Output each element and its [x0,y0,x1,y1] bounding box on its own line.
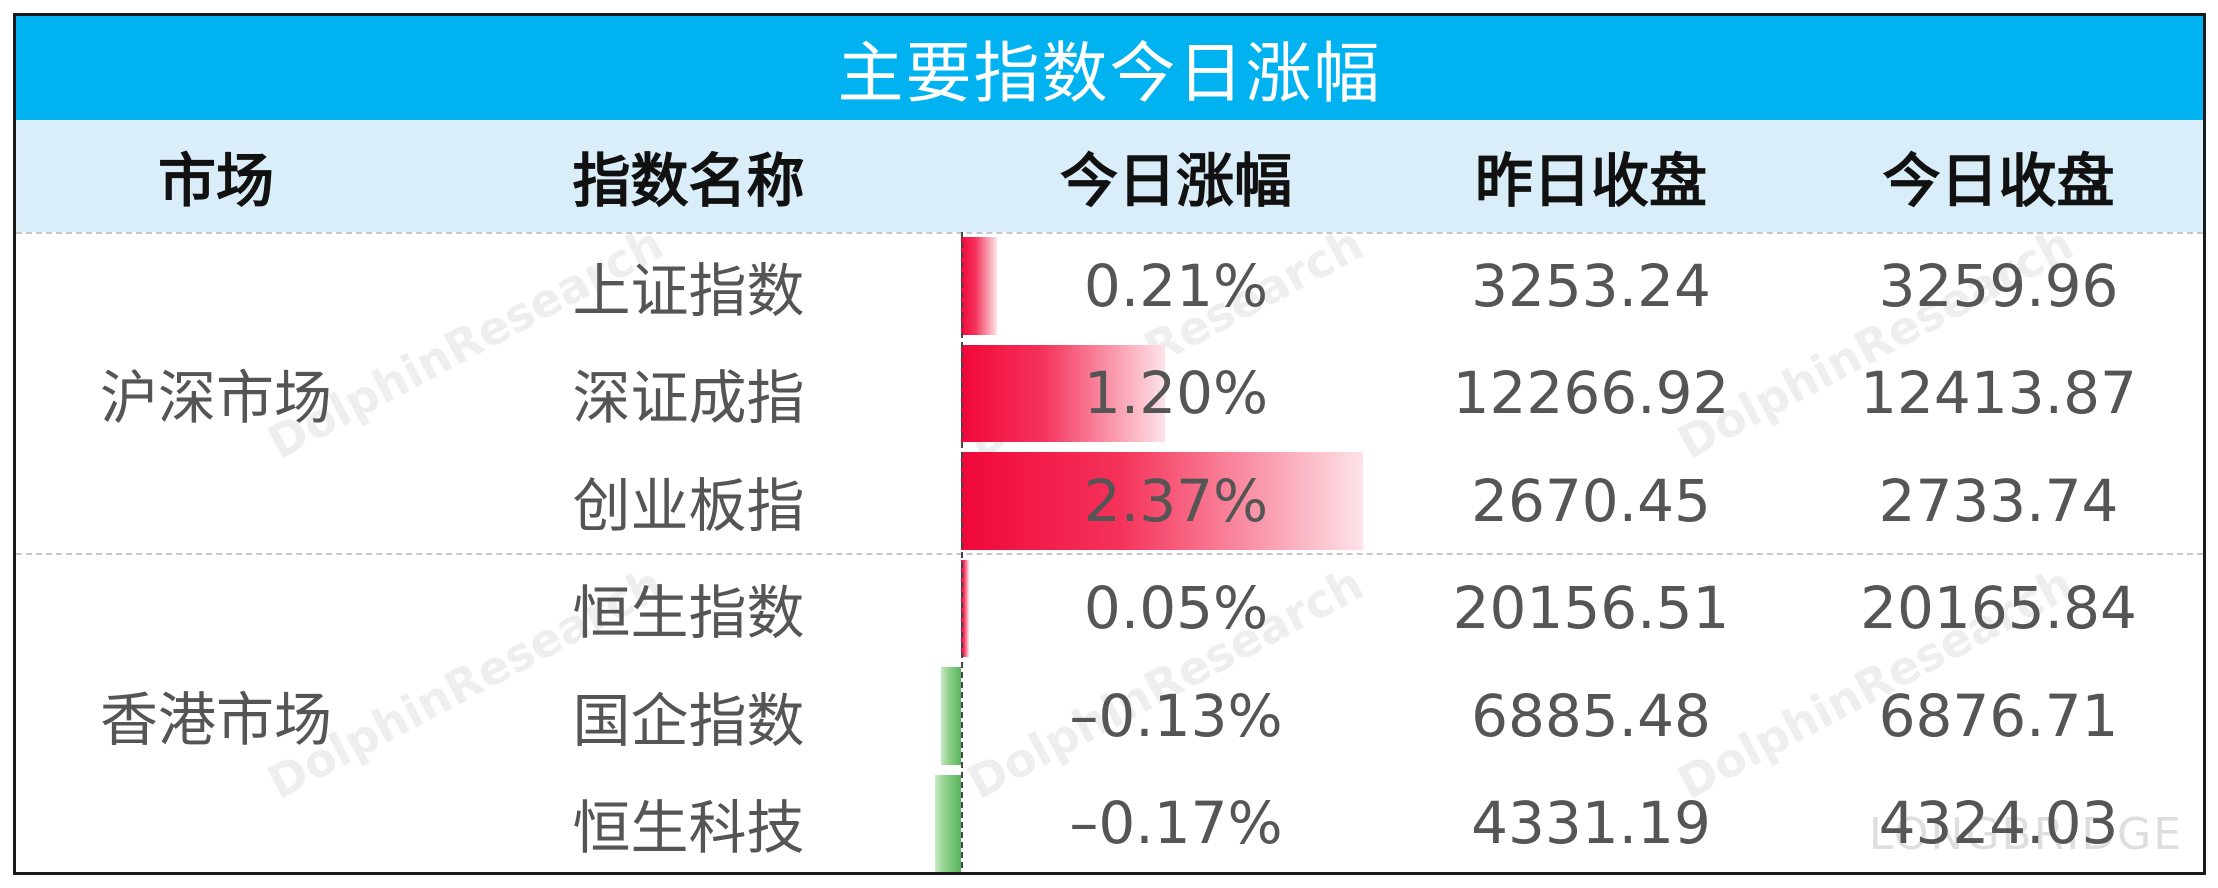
prev-close-cell: 20156.51 [1452,574,1730,643]
prev-close-cell: 12266.92 [1452,359,1730,428]
header-index-name: 指数名称 [572,147,805,215]
today-close-cell: 4324.03 [1878,789,2119,858]
today-close-cell: 3259.96 [1878,251,2119,320]
prev-close-cell: 6885.48 [1471,681,1711,750]
change-bar [961,452,1363,550]
change-cell: –0.13% [1069,681,1283,750]
index-change-table: 主要指数今日涨幅 市场 指数名称 今日涨幅 昨日收盘 今日收盘 DolphinR… [13,13,2206,875]
market-label-shenzhen-shanghai: 沪深市场 [99,363,332,432]
index-name-cell: 上证指数 [572,256,805,325]
today-close-cell: 20165.84 [1860,574,2137,643]
prev-close-cell: 2670.45 [1471,466,1711,535]
change-cell: –0.17% [1069,789,1283,858]
header-row: 市场 指数名称 今日涨幅 昨日收盘 今日收盘 [16,120,2203,232]
divider-markets [16,553,2203,555]
market-label-hongkong: 香港市场 [99,685,332,754]
change-bar [935,774,961,872]
change-bar [961,237,997,335]
prev-close-cell: 4331.19 [1471,789,1711,858]
index-name-cell: 国企指数 [572,686,805,755]
zero-axis-line [961,232,963,872]
change-cell: 0.05% [1083,574,1269,643]
header-today-close: 今日收盘 [1882,147,2115,215]
today-close-cell: 2733.74 [1878,466,2119,535]
change-bar [961,559,970,657]
index-name-cell: 恒生指数 [572,579,805,648]
table-title: 主要指数今日涨幅 [16,16,2203,120]
change-cell: 1.20% [1083,359,1269,428]
index-name-cell: 恒生科技 [572,794,805,863]
change-bar [961,344,1165,442]
today-close-cell: 12413.87 [1860,359,2137,428]
index-name-cell: 深证成指 [572,364,805,433]
change-cell: 2.37% [1083,466,1269,535]
change-bar [941,667,961,765]
header-change: 今日涨幅 [1059,147,1292,215]
change-cell: 0.21% [1083,251,1269,320]
divider-header [16,232,2203,234]
today-close-cell: 6876.71 [1878,681,2119,750]
header-prev-close: 昨日收盘 [1474,147,1707,215]
prev-close-cell: 3253.24 [1471,251,1711,320]
brand-watermark: LONGBRIDGE [1868,809,2183,860]
header-market: 市场 [157,147,274,215]
index-name-cell: 创业板指 [572,471,805,540]
